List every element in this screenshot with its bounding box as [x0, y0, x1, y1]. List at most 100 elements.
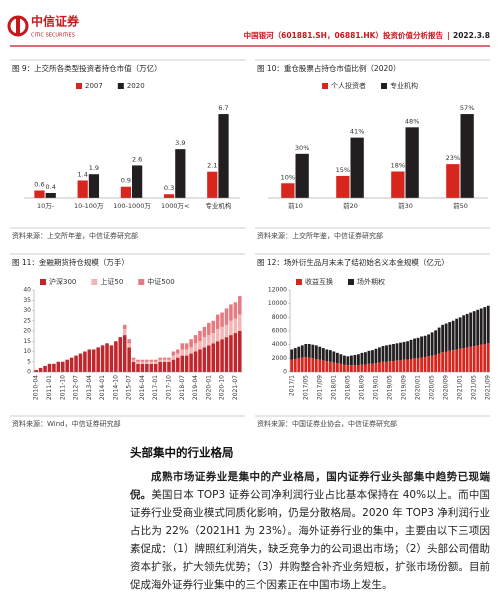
x-tick-label: 前10 — [288, 201, 303, 210]
x-tick-label: 前50 — [453, 201, 468, 210]
bar-segment — [479, 344, 483, 372]
bar-segment — [472, 346, 476, 372]
bar — [77, 180, 88, 198]
bar-segment — [145, 363, 149, 372]
bar-segment — [202, 326, 207, 338]
bar-segment — [122, 328, 127, 336]
bar-segment — [207, 345, 211, 372]
bar-segment — [476, 309, 480, 346]
bar-segment — [127, 347, 131, 372]
bar-segment — [451, 320, 455, 351]
legend-label: 专业机构 — [390, 81, 418, 90]
bar-segment — [34, 369, 38, 372]
bar-segment — [465, 313, 469, 348]
bar-segment — [122, 335, 127, 372]
bar-segment — [307, 343, 311, 358]
y-tick-label: 0 — [283, 369, 287, 376]
legend-swatch — [91, 279, 98, 285]
bar-segment — [469, 346, 473, 372]
bar-segment — [136, 363, 140, 372]
logo-text: 中信证券 — [31, 14, 80, 29]
bar-segment — [297, 346, 301, 359]
figure: 图 11：金融期货持仓规模（万手） 资料来源：Wind，中信证券研究部 沪深300 上… — [10, 253, 245, 428]
legend-label: 上证50 — [100, 277, 123, 286]
bar-segment — [364, 364, 367, 372]
bar-segment — [346, 365, 350, 372]
bar-segment — [353, 365, 357, 372]
logo-subtext: CITIC SECURITIES — [31, 33, 75, 39]
bar-segment — [127, 343, 131, 348]
bar-segment — [198, 331, 202, 342]
x-tick-label: 2011-01 — [46, 375, 53, 400]
data-label: 2.1 — [207, 162, 217, 170]
data-label: 57% — [460, 104, 474, 112]
x-tick-label: 2013-04 — [86, 375, 93, 400]
bar — [218, 114, 229, 198]
bar-segment — [483, 307, 487, 344]
bar-segment — [96, 347, 100, 372]
bar-segment — [434, 354, 438, 372]
bar — [391, 171, 405, 198]
bar-segment — [416, 358, 420, 372]
bar-segment — [300, 357, 304, 372]
bar-segment — [374, 348, 378, 364]
bar-segment — [448, 350, 452, 372]
y-tick-label: 12000 — [268, 287, 287, 294]
separator: | — [447, 31, 450, 41]
bar-segment — [167, 361, 171, 372]
bar-segment — [158, 359, 162, 362]
x-tick-label: 2019-04 — [192, 375, 199, 400]
bar — [120, 186, 131, 198]
bar-segment — [307, 357, 311, 372]
legend-label: 场外期权 — [357, 277, 385, 286]
bar-segment — [479, 308, 483, 345]
y-tick-label: 15 — [23, 338, 31, 345]
data-label: 48% — [405, 117, 419, 125]
bar-segment — [238, 296, 242, 315]
legend-label: 2007 — [85, 82, 103, 90]
bar-segment — [162, 359, 167, 362]
y-tick-label: 40 — [23, 287, 31, 294]
bar-segment — [399, 342, 402, 361]
bar-segment — [399, 360, 402, 372]
bar-segment — [74, 355, 78, 372]
data-label: 41% — [350, 128, 364, 136]
bar-segment — [420, 336, 423, 358]
legend-swatch — [138, 279, 145, 285]
x-tick-label: 2020/05 — [429, 375, 436, 400]
data-label: 1.4 — [78, 170, 88, 178]
bar-segment — [193, 351, 198, 372]
bar-segment — [233, 333, 238, 372]
report-date: 2022.3.8 — [453, 31, 490, 40]
paragraph-lead: 成熟市场证券业是集中的产业格局，国内证券行业头部集中趋势已现端倪。 — [130, 471, 490, 501]
bar-segment — [406, 341, 409, 360]
bar-segment — [207, 322, 211, 336]
bar-segment — [350, 355, 353, 366]
bar-segment — [486, 343, 490, 372]
bar-segment — [437, 327, 441, 354]
bar-segment — [430, 355, 434, 372]
bar-segment — [224, 337, 229, 372]
bar — [45, 192, 56, 198]
bar-segment — [238, 331, 242, 372]
bar-segment — [402, 359, 406, 372]
bar-segment — [215, 341, 220, 372]
bar-segment — [52, 363, 56, 372]
bar-segment — [167, 357, 171, 360]
bar-segment — [304, 343, 308, 357]
x-tick-label: 2018/05 — [344, 375, 351, 400]
bar-segment — [374, 363, 378, 372]
bar-segment — [193, 335, 198, 344]
bar-segment — [472, 311, 476, 347]
x-tick-label: 2017/09 — [316, 375, 323, 400]
bar-segment — [339, 363, 343, 372]
bar-segment — [434, 330, 438, 355]
bar — [405, 127, 419, 198]
legend-swatch — [117, 83, 124, 89]
source-note: 资料来源：上交所年鉴，中信证券研究部 — [257, 231, 383, 240]
data-label: 10% — [281, 173, 295, 181]
legend-label: 沪深300 — [49, 277, 76, 286]
bar — [460, 114, 474, 198]
bar-segment — [229, 320, 233, 336]
bar-segment — [342, 364, 346, 372]
